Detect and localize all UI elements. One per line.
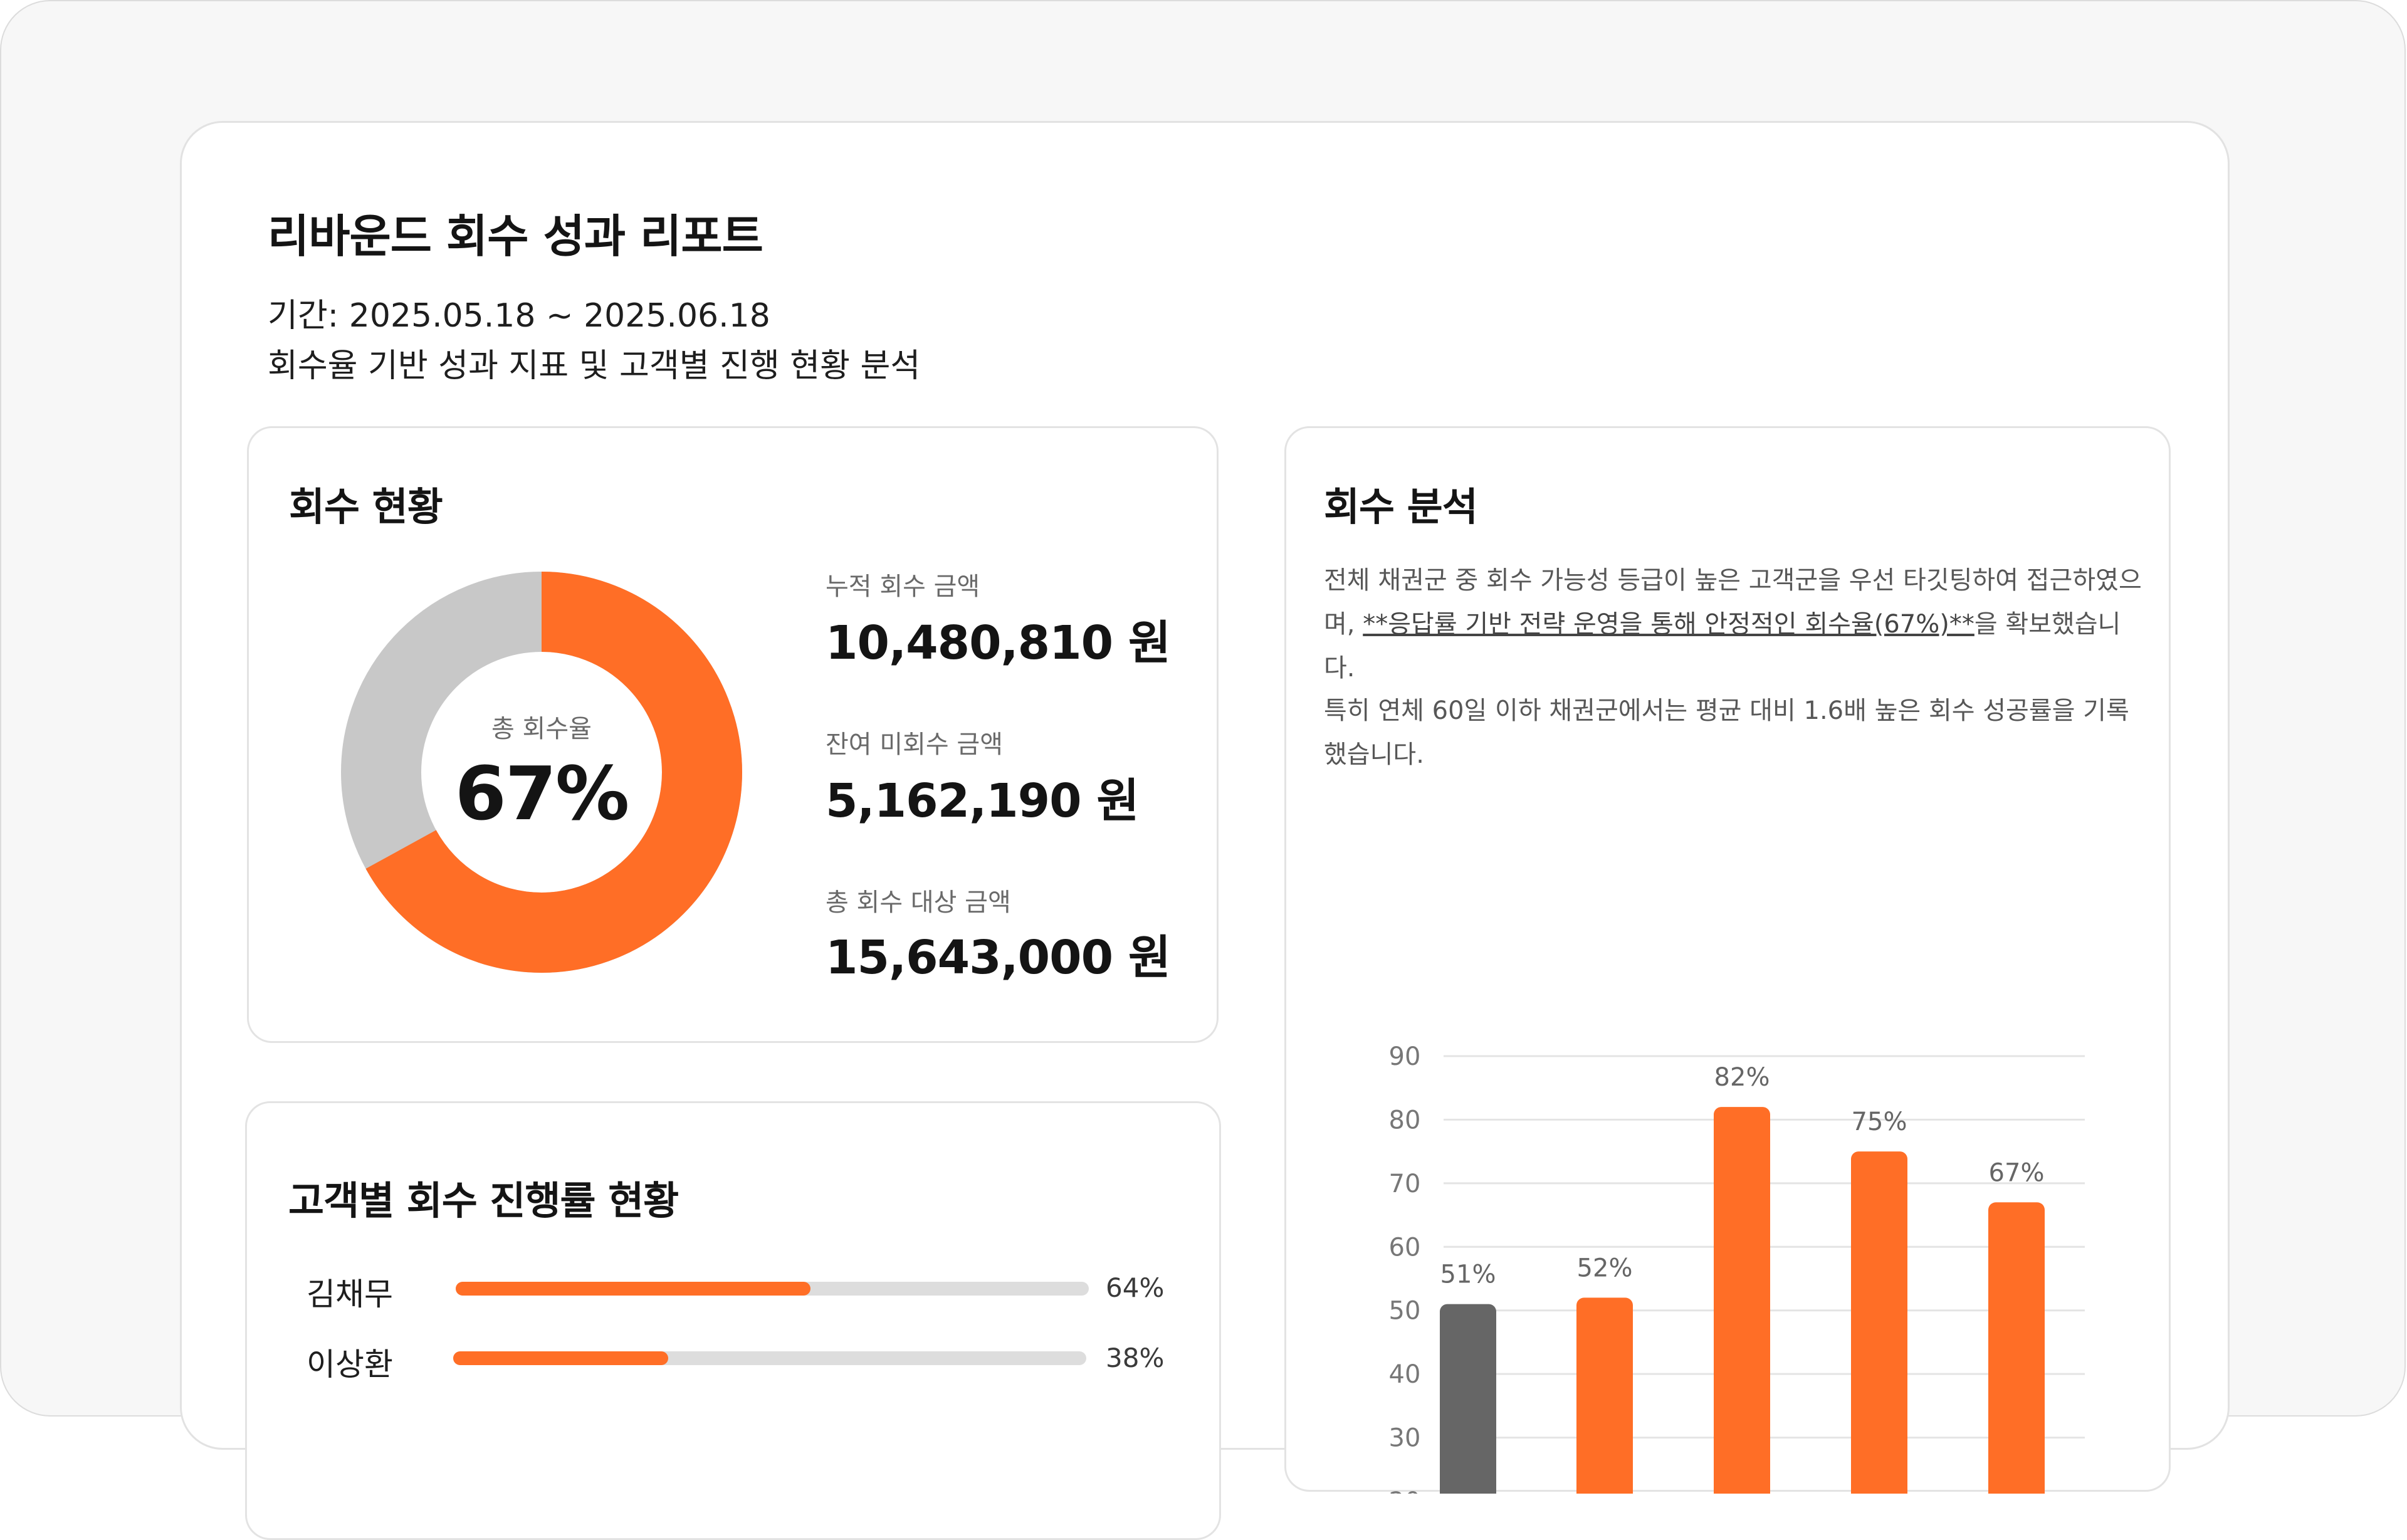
customer-name-1: 김채무 (307, 1276, 393, 1312)
donut-recovered-segment (341, 572, 742, 973)
bar (1851, 1151, 1907, 1494)
cumulative-recovered-value: 10,480,810 원 (826, 616, 1171, 670)
analysis-highlight: **응답률 기반 전략 운영을 통해 안정적인 회수율(67%)** (1363, 610, 1974, 639)
recovery-analysis-title: 회수 분석 (1324, 484, 1478, 530)
total-target-value: 15,643,000 원 (826, 931, 1171, 985)
y-tick-label: 30 (1389, 1424, 1421, 1453)
cumulative-recovered-label: 누적 회수 금액 (826, 572, 980, 601)
recovery-bar-chart: 90 80 70 60 50 40 30 20 51% 52% 82% 75% 67% (1389, 1042, 2085, 1494)
customer-progress-fill-2 (453, 1351, 669, 1365)
recovery-status-title: 회수 현황 (289, 484, 443, 530)
y-tick-label: 80 (1389, 1106, 1421, 1134)
y-tick-label: 40 (1389, 1360, 1421, 1389)
remaining-unrecovered-value: 5,162,190 원 (826, 774, 1139, 828)
bar-value-label: 52% (1577, 1254, 1633, 1282)
y-tick-label: 20 (1389, 1487, 1421, 1494)
recovery-donut-chart: 총 회수율 67% (341, 572, 742, 973)
bar-value-label: 82% (1714, 1063, 1770, 1092)
customer-progress-fill-1 (456, 1282, 810, 1296)
customer-percent-2: 38% (1106, 1343, 1165, 1373)
analysis-paragraph-2: 특히 연체 60일 이하 채권군에서는 평균 대비 1.6배 높은 회수 성공률… (1324, 696, 2129, 769)
donut-center-value: 67% (454, 750, 629, 837)
bar (1576, 1297, 1633, 1494)
bar (1440, 1304, 1496, 1494)
remaining-unrecovered-label: 잔여 미회수 금액 (826, 730, 1004, 759)
customer-name-2: 이상환 (307, 1346, 393, 1383)
customer-progress-track-2 (453, 1351, 1086, 1365)
donut-center-label: 총 회수율 (491, 715, 592, 743)
bar-value-label: 51% (1440, 1260, 1496, 1289)
customer-percent-1: 64% (1106, 1272, 1165, 1303)
total-target-label: 총 회수 대상 금액 (826, 888, 1011, 917)
bar (1988, 1202, 2045, 1494)
page-title: 리바운드 회수 성과 리포트 (268, 210, 763, 263)
customer-progress-card: 고객별 회수 진행률 현황 김채무 64% 이상환 38% (245, 1101, 1221, 1540)
bar (1714, 1107, 1770, 1494)
analysis-text-2: 을 확보했습니다. (1324, 610, 2121, 683)
y-tick-label: 70 (1389, 1170, 1421, 1198)
y-tick-label: 90 (1389, 1042, 1421, 1071)
recovery-status-card: 회수 현황 총 회수율 67% 누적 회수 금액 10,480,810 원 잔여… (247, 426, 1219, 1043)
recovery-analysis-card: 회수 분석 전체 채권군 중 회수 가능성 등급이 높은 고객군을 우선 타깃팅… (1284, 426, 2171, 1494)
report-subtitle: 회수율 기반 성과 지표 및 고객별 진행 현황 분석 (268, 347, 921, 385)
bar-value-label: 67% (1989, 1158, 2045, 1187)
donut-svg (341, 572, 742, 973)
analysis-text-1: 전체 채권군 중 회수 가능성 등급이 높은 고객군을 우선 타깃팅하여 접근하… (1324, 566, 2142, 639)
bar-value-label: 75% (1852, 1108, 1907, 1136)
report-page: 리바운드 회수 성과 리포트 기간: 2025.05.18 ~ 2025.06.… (180, 121, 2230, 1540)
analysis-paragraph-1: 전체 채권군 중 회수 가능성 등급이 높은 고객군을 우선 타깃팅하여 접근하… (1324, 558, 2151, 690)
customer-progress-track-1 (456, 1282, 1089, 1296)
report-period: 기간: 2025.05.18 ~ 2025.06.18 (268, 297, 770, 335)
customer-progress-title: 고객별 회수 진행률 현황 (288, 1178, 679, 1223)
y-tick-label: 60 (1389, 1233, 1421, 1262)
y-tick-label: 50 (1389, 1297, 1421, 1326)
